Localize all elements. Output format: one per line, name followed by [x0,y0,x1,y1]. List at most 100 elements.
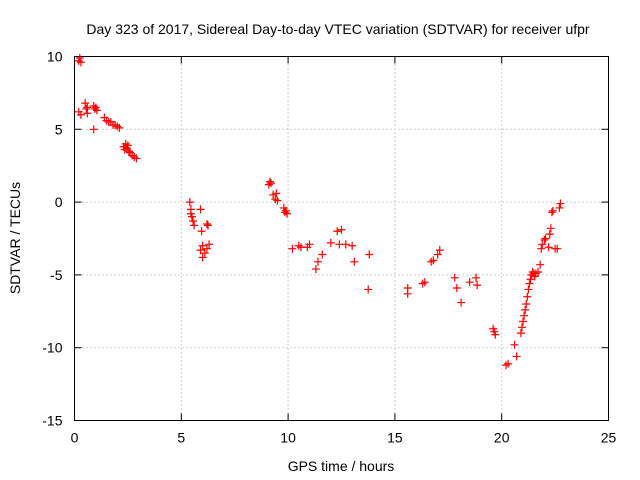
data-point [536,260,545,269]
grid-layer [74,56,609,421]
data-point [365,250,374,259]
y-tick-label: 5 [55,121,63,137]
data-point [115,123,124,132]
data-point [75,53,84,62]
data-point [516,329,525,338]
y-tick-label: -15 [42,413,62,429]
data-point [83,103,92,112]
data-point [472,273,481,282]
data-point [132,154,141,163]
data-point [288,244,297,253]
data-point [556,199,565,208]
data-point [465,278,474,287]
x-tick-label: 15 [387,430,403,446]
data-point [512,352,521,361]
data-point [204,221,212,230]
data-point [333,227,342,236]
tick-layer: 0 5 10 15 20 25 -15 -10 -5 0 5 10 [42,49,616,446]
data-point [546,224,555,233]
data-point [341,240,350,249]
data-point [491,330,500,339]
data-point [190,221,199,230]
data-point [555,203,564,212]
data-point [541,234,550,243]
data-point [198,253,207,262]
data-point [420,278,429,287]
x-tick-label: 20 [494,430,510,446]
data-point [89,102,98,111]
y-tick-label: 10 [47,49,63,65]
data-point [305,240,314,249]
data-point [457,298,466,307]
x-tick-label: 10 [280,430,296,446]
data-point [196,246,205,255]
x-tick-label: 25 [601,430,617,446]
data-point [202,219,211,228]
data-point [348,241,357,250]
data-point [283,209,292,218]
data-point [81,99,90,108]
data-point [435,246,444,255]
data-point [196,205,205,214]
data-point [553,244,562,253]
data-point [526,275,535,284]
data-point [504,359,513,368]
data-point [433,250,442,259]
y-tick-label: 0 [55,194,63,210]
data-point [202,244,211,253]
data-point [450,273,459,282]
data-point [522,300,531,309]
data-point [521,305,530,314]
data-point [544,243,553,252]
x-tick-label: 5 [177,430,185,446]
data-point [189,217,198,226]
data-point [501,361,510,370]
data-point [272,189,281,198]
data-point [519,317,528,326]
data-point [124,147,133,156]
data-point [520,311,529,320]
data-point [273,196,282,205]
data-point [403,289,412,298]
data-point [427,257,436,266]
data-point [337,225,346,234]
data-point [76,110,85,119]
data-point [89,125,98,134]
data-point [200,249,209,258]
plot-frame [74,56,609,421]
data-point [517,323,526,332]
data-point [538,240,547,249]
data-points [74,53,565,370]
data-point [318,250,327,259]
data-point [537,244,546,253]
y-tick-label: -5 [50,267,63,283]
data-point [130,152,139,161]
chart-title: Day 323 of 2017, Sidereal Day-to-day VTE… [86,21,590,37]
data-point [523,292,532,301]
y-tick-label: -10 [42,340,62,356]
data-point [510,340,519,349]
data-point [82,104,91,113]
data-point [205,240,214,249]
data-point [418,279,427,288]
data-point [525,279,534,288]
data-point [548,206,557,215]
data-point [545,230,554,239]
data-point [540,235,549,244]
data-point [524,285,533,294]
data-point [267,179,276,188]
data-point [547,208,556,217]
data-point [452,284,461,293]
data-point [113,122,122,131]
x-tick-label: 0 [71,430,79,446]
data-point [92,106,101,115]
data-point [185,198,194,207]
data-point [311,265,320,274]
data-point [186,209,195,218]
data-point [123,141,132,150]
y-axis-label: SDTVAR / TECUs [7,182,23,294]
data-point [473,281,482,290]
data-point [197,227,206,236]
data-point [350,257,359,266]
